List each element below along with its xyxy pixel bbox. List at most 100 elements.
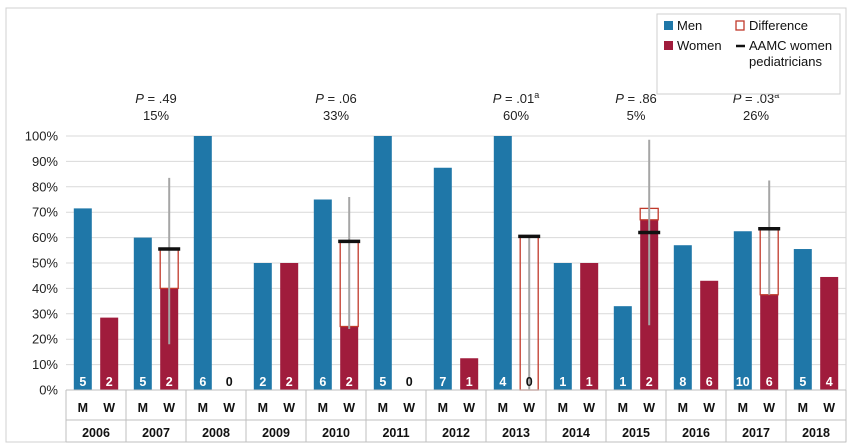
count-label: 6 xyxy=(706,375,713,389)
count-label: 6 xyxy=(766,375,773,389)
count-label: 7 xyxy=(439,375,446,389)
men-bar xyxy=(133,237,152,390)
y-tick-label: 90% xyxy=(32,154,58,169)
x-group-label: M xyxy=(258,401,268,415)
x-group-label: M xyxy=(498,401,508,415)
women-bar xyxy=(700,280,719,390)
x-year-label: 2010 xyxy=(322,426,350,440)
count-label: 2 xyxy=(646,375,653,389)
x-group-label: W xyxy=(703,401,715,415)
x-group-label: M xyxy=(378,401,388,415)
count-label: 4 xyxy=(826,375,833,389)
x-year-label: 2008 xyxy=(202,426,230,440)
women-bar xyxy=(460,358,479,390)
men-bar xyxy=(313,199,332,390)
x-year-label: 2006 xyxy=(82,426,110,440)
count-label: 8 xyxy=(679,375,686,389)
count-label: 6 xyxy=(319,375,326,389)
men-bar xyxy=(613,306,632,390)
men-bar xyxy=(373,136,392,390)
count-label: 0 xyxy=(406,375,413,389)
count-label: 2 xyxy=(286,375,293,389)
x-group-label: M xyxy=(78,401,88,415)
x-year-label: 2016 xyxy=(682,426,710,440)
count-label: 0 xyxy=(526,375,533,389)
count-labels: 5 2 5 2 6 0 2 2 6 2 5 0 7 1 4 0 1 1 1 2 8 6 10 6 5 4 xyxy=(79,375,832,389)
p-value-label: P = .86 xyxy=(615,91,657,106)
count-label: 5 xyxy=(379,375,386,389)
y-tick-label: 0% xyxy=(39,383,58,398)
x-group-label: M xyxy=(618,401,628,415)
difference-percent-label: 5% xyxy=(627,108,646,123)
count-label: 2 xyxy=(106,375,113,389)
y-tick-label: 100% xyxy=(25,129,59,144)
x-year-label: 2009 xyxy=(262,426,290,440)
count-label: 6 xyxy=(199,375,206,389)
y-tick-label: 50% xyxy=(32,256,58,271)
count-label: 5 xyxy=(139,375,146,389)
x-group-label: M xyxy=(558,401,568,415)
men-bar xyxy=(733,231,752,390)
x-group-label: M xyxy=(738,401,748,415)
difference-percent-label: 33% xyxy=(323,108,349,123)
difference-percent-label: 15% xyxy=(143,108,169,123)
count-label: 0 xyxy=(226,375,233,389)
annotations: P = .49 15% P = .06 33% P = .01a 60% P = .86 5%… xyxy=(135,90,779,123)
men-bar xyxy=(553,263,572,390)
x-year-label: 2011 xyxy=(382,426,409,440)
count-label: 10 xyxy=(736,375,750,389)
y-tick-label: 10% xyxy=(32,357,58,372)
men-bar xyxy=(193,136,212,390)
y-tick-label: 20% xyxy=(32,332,58,347)
x-year-label: 2017 xyxy=(742,426,770,440)
legend-difference-swatch xyxy=(735,20,745,31)
difference-percent-label: 60% xyxy=(503,108,529,123)
y-tick-label: 60% xyxy=(32,230,58,245)
count-label: 2 xyxy=(346,375,353,389)
women-bar xyxy=(280,263,299,390)
count-label: 5 xyxy=(79,375,86,389)
x-group-label: W xyxy=(823,401,835,415)
legend: Men Difference Women AAMC women pediatri… xyxy=(656,13,841,95)
women-bar xyxy=(580,263,599,390)
x-group-label: M xyxy=(678,401,688,415)
count-label: 1 xyxy=(586,375,593,389)
men-bar xyxy=(493,136,512,390)
women-bar xyxy=(760,294,779,390)
x-group-label: M xyxy=(438,401,448,415)
y-tick-label: 40% xyxy=(32,281,58,296)
count-label: 1 xyxy=(559,375,566,389)
x-group-label: W xyxy=(523,401,535,415)
x-group-label: M xyxy=(138,401,148,415)
x-year-label: 2013 xyxy=(502,426,530,440)
count-label: 2 xyxy=(166,375,173,389)
legend-women-label: Women xyxy=(677,38,722,53)
p-value-label: P = .01a xyxy=(493,90,540,106)
x-year-label: 2007 xyxy=(142,426,170,440)
x-group-label: M xyxy=(798,401,808,415)
x-group-label: W xyxy=(103,401,115,415)
men-bar xyxy=(673,245,692,390)
x-group-label: W xyxy=(223,401,235,415)
x-group-label: W xyxy=(583,401,595,415)
men-bar xyxy=(253,263,272,390)
legend-aamc-label-line1: AAMC women xyxy=(749,38,832,53)
x-group-label: W xyxy=(403,401,415,415)
x-year-label: 2012 xyxy=(442,426,470,440)
count-label: 1 xyxy=(619,375,626,389)
y-tick-label: 30% xyxy=(32,306,58,321)
legend-men-swatch xyxy=(664,21,673,30)
men-bar xyxy=(793,249,812,390)
x-group-label: W xyxy=(343,401,355,415)
x-group-label: W xyxy=(763,401,775,415)
legend-men-label: Men xyxy=(677,18,702,33)
legend-box xyxy=(656,13,841,95)
y-axis: 0% 10% 20% 30% 40% 50% 60% 70% 80% 90% 100% xyxy=(25,129,59,398)
p-value-label: P = .03a xyxy=(733,90,780,106)
x-axis: M W 2006 M W 2007 M W 2008 M W 2009 M W 2010 M W 2011 M W 20… xyxy=(65,389,847,443)
x-group-label: W xyxy=(163,401,175,415)
x-year-label: 2014 xyxy=(562,426,590,440)
count-label: 4 xyxy=(499,375,506,389)
x-group-label: M xyxy=(198,401,208,415)
